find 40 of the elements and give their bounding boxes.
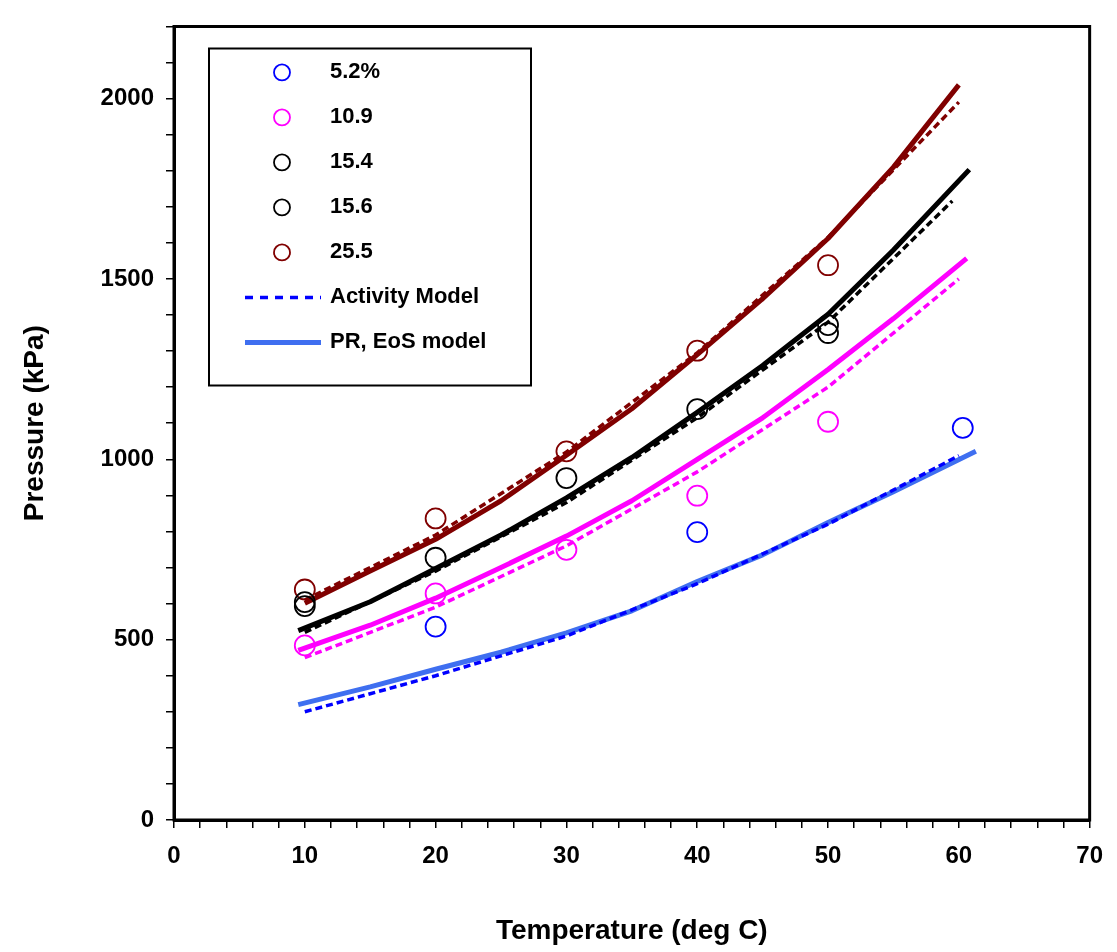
point (555, 538, 578, 561)
x-tick-label: 60 (945, 841, 973, 869)
y-tick-label: 500 (113, 624, 154, 652)
legend-label: PR, EoS model (330, 328, 487, 354)
legend-label: 25.5 (330, 238, 373, 264)
x-tick-label: 10 (291, 841, 319, 869)
point (424, 507, 447, 530)
point (555, 440, 578, 463)
y-tick-label: 1000 (100, 443, 154, 471)
y-tick-label: 2000 (100, 83, 154, 111)
point (817, 410, 839, 433)
x-tick-label: 0 (167, 841, 181, 869)
point (951, 416, 974, 439)
legend-label: 15.6 (330, 193, 373, 219)
point (817, 322, 839, 344)
x-tick-label: 50 (814, 841, 842, 869)
x-tick-label: 40 (683, 841, 711, 869)
point (686, 521, 709, 544)
point (686, 484, 709, 507)
point (686, 398, 709, 421)
legend-label: 5.2% (330, 58, 381, 84)
y-tick-label: 0 (140, 804, 154, 832)
x-tick-label: 20 (422, 841, 449, 869)
point (293, 634, 316, 657)
legend-label: Activity Model (330, 283, 480, 309)
x-tick-label: 70 (1076, 841, 1103, 869)
x-tick-label: 30 (553, 841, 580, 869)
point (686, 339, 709, 362)
x-axis-title: Temperature (deg C) (495, 913, 768, 945)
y-axis-title: Pressure (kPa) (17, 325, 49, 522)
legend-label: 15.4 (330, 148, 374, 174)
y-tick-label: 1500 (100, 263, 154, 291)
point (555, 467, 578, 489)
point (424, 582, 447, 605)
point (817, 254, 839, 277)
point (293, 578, 316, 601)
point (424, 615, 447, 638)
point (817, 314, 839, 336)
legend-label: 10.9 (330, 103, 373, 129)
point (424, 546, 447, 569)
